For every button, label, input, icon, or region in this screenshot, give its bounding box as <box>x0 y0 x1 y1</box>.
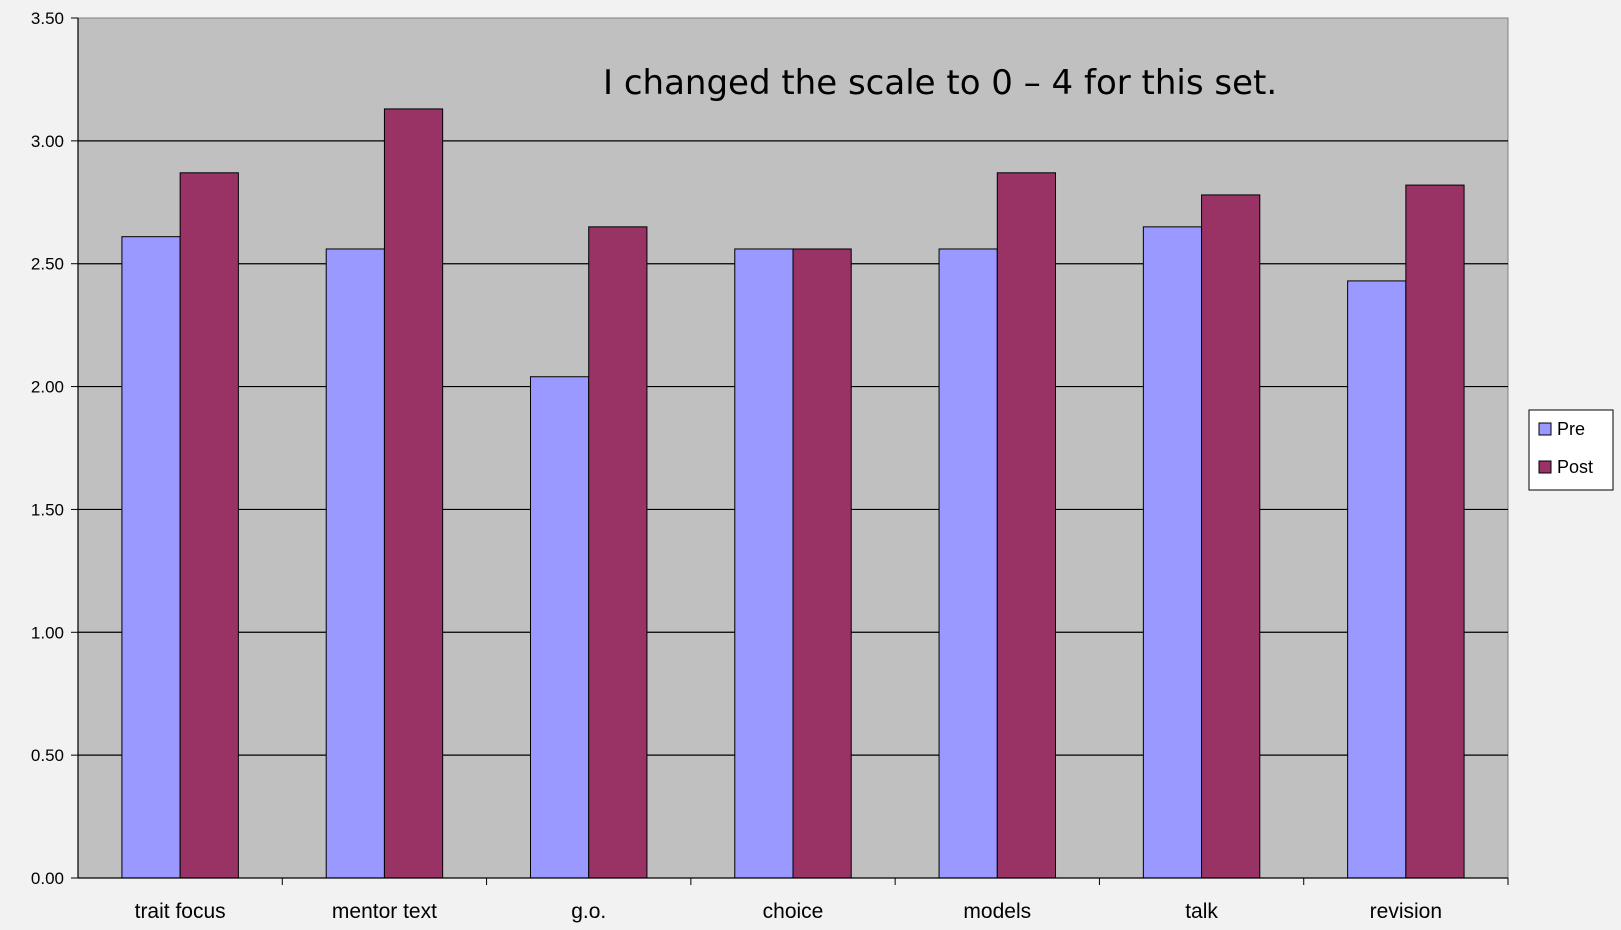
x-category-label: revision <box>1370 900 1442 923</box>
bar-pre-g-o- <box>529 376 590 879</box>
bar-pre-revision <box>1347 280 1407 879</box>
y-tick-label: 3.00 <box>31 132 64 151</box>
legend-swatch-pre <box>1538 422 1552 436</box>
bar-pre-choice <box>734 248 794 879</box>
bar-pre-models <box>938 248 998 879</box>
legend-swatch-post <box>1538 460 1552 474</box>
x-category-label: models <box>963 900 1031 923</box>
legend-label-post: Post <box>1557 457 1593 477</box>
bar-post-mentor-text <box>383 108 444 879</box>
y-tick-label: 2.00 <box>31 378 64 397</box>
annotation-text: I changed the scale to 0 – 4 for this se… <box>603 63 1277 103</box>
y-tick-label: 3.50 <box>31 9 64 28</box>
legend-label-pre: Pre <box>1557 419 1585 439</box>
y-tick-label: 2.50 <box>31 255 64 274</box>
bar-post-models <box>996 172 1057 879</box>
bar-post-revision <box>1405 184 1465 879</box>
x-category-label: g.o. <box>571 900 606 923</box>
bar-post-talk <box>1201 194 1261 879</box>
y-tick-label: 0.50 <box>31 746 64 765</box>
bars <box>121 108 1465 879</box>
bar-post-trait-focus <box>179 172 239 879</box>
bar-pre-mentor-text <box>325 248 385 879</box>
y-tick-label: 1.00 <box>31 623 64 642</box>
bar-pre-talk <box>1142 226 1203 879</box>
y-tick-label: 1.50 <box>31 500 64 519</box>
bar-post-g-o- <box>588 226 648 879</box>
axes: 0.00 0.50 1.00 1.50 2.00 2.50 3.00 3.50 trait fo… <box>31 9 1509 923</box>
y-tick-label: 0.00 <box>31 869 64 888</box>
x-category-label: mentor text <box>332 900 437 923</box>
x-category-label: trait focus <box>135 900 226 923</box>
bar-post-choice <box>792 248 852 879</box>
legend: Pre Post <box>1528 409 1614 491</box>
x-category-label: choice <box>763 900 824 923</box>
x-category-label: talk <box>1185 900 1218 923</box>
bar-pre-trait-focus <box>121 236 181 879</box>
